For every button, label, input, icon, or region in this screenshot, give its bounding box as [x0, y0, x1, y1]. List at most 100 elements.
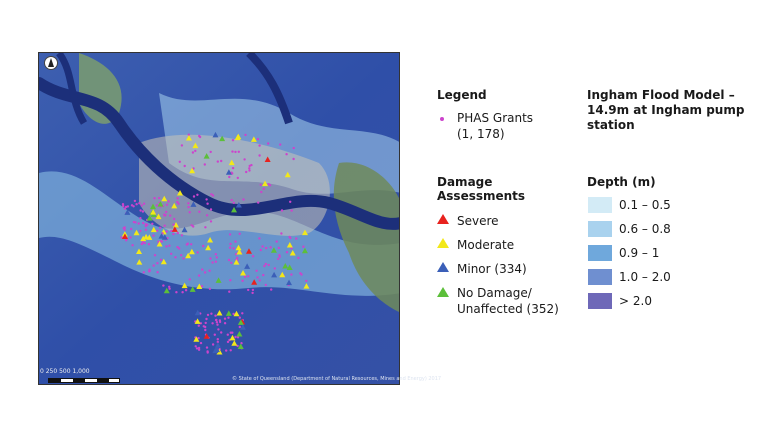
phas-grant-point [251, 288, 255, 292]
phas-grant-point [247, 275, 250, 278]
damage-assessment-point [235, 244, 242, 251]
phas-grant-point [258, 154, 261, 157]
phas-grant-point [192, 195, 196, 198]
phas-grant-point [214, 318, 218, 322]
depth-swatch-1 [588, 197, 612, 213]
phas-grant-point [168, 244, 171, 247]
phas-grant-point [192, 225, 195, 228]
phas-grant-point [259, 248, 262, 252]
phas-grant-point [232, 312, 235, 316]
phas-grant-point [205, 214, 209, 217]
phas-grant-point [187, 133, 190, 136]
phas-grant-point [305, 279, 308, 283]
phas-grant-point [139, 217, 142, 220]
phas-grant-point [269, 246, 272, 249]
phas-grant-point [176, 231, 179, 235]
phas-grant-point [186, 242, 189, 245]
phas-grant-point [210, 312, 213, 315]
phas-grants-count: (1, 178) [457, 127, 505, 141]
phas-grant-point [260, 190, 263, 194]
damage-assessment-point [237, 319, 244, 325]
damage-assessment-point [301, 229, 308, 236]
damage-assessment-point [185, 134, 192, 141]
phas-grant-point [231, 139, 235, 142]
damage-assessment-point [244, 263, 251, 269]
no-damage-triangle-icon [437, 287, 449, 297]
damage-assessment-point [286, 264, 293, 270]
damage-severe-label: Severe [457, 214, 499, 228]
phas-grant-point [258, 144, 261, 147]
damage-assessment-point [205, 244, 212, 251]
damage-assessment-point [229, 334, 236, 341]
map-river-main [39, 77, 399, 230]
phas-grant-point [197, 336, 200, 340]
phas-grant-point [181, 291, 184, 294]
phas-grant-point [259, 183, 262, 186]
phas-grant-point [137, 222, 140, 225]
phas-grant-point [167, 200, 170, 203]
phas-grant-point [156, 229, 159, 232]
phas-grant-point [208, 269, 211, 272]
phas-grant-point [263, 264, 266, 268]
damage-assessment-point [161, 195, 168, 202]
damage-assessment-point [177, 190, 184, 196]
phas-grant-point [214, 253, 217, 256]
phas-grant-point [230, 261, 233, 264]
damage-assessment-point [264, 156, 271, 163]
phas-grant-point [229, 349, 232, 352]
phas-grant-point [123, 228, 127, 231]
phas-grant-point [230, 198, 233, 202]
phas-grant-point [262, 273, 265, 277]
phas-grant-point [199, 322, 203, 325]
damage-assessment-point [239, 324, 246, 330]
phas-grant-point [290, 273, 293, 276]
phas-grant-point [243, 158, 246, 161]
phas-grant-point [244, 133, 247, 137]
damage-assessment-point [163, 287, 170, 294]
phas-grant-point [216, 338, 219, 341]
phas-grant-point [216, 160, 219, 163]
phas-grant-point [289, 236, 292, 240]
damage-assessment-point [250, 136, 257, 142]
damage-assessment-point [189, 286, 196, 292]
phas-grant-point [229, 242, 232, 246]
phas-grant-point [300, 273, 303, 276]
phas-grant-point [168, 287, 171, 290]
phas-grant-point [231, 166, 235, 170]
phas-grant-point [243, 275, 247, 278]
phas-grant-point [205, 198, 208, 201]
phas-grant-point [126, 205, 130, 208]
phas-grant-point [290, 209, 293, 212]
phas-grant-point [214, 260, 218, 263]
phas-grant-point [231, 150, 234, 153]
phas-grant-point [159, 258, 163, 261]
phas-grant-point [292, 146, 295, 150]
phas-grant-point [227, 316, 230, 319]
phas-grant-point [123, 207, 127, 210]
damage-assessment-point [185, 252, 192, 259]
damage-assessment-point [173, 222, 180, 228]
map-land-east [333, 162, 399, 312]
phas-grant-point [232, 247, 235, 250]
damage-assessment-point [303, 283, 310, 289]
phas-grant-point [153, 254, 157, 257]
phas-grant-point [197, 346, 201, 350]
depth-label-5: > 2.0 [619, 294, 652, 308]
phas-grant-point [124, 205, 128, 209]
phas-grant-point [245, 170, 248, 174]
damage-assessment-point [214, 342, 221, 348]
phas-grant-point [165, 230, 168, 233]
damage-assessment-point [251, 279, 258, 285]
phas-grant-point [278, 255, 281, 258]
severe-triangle-icon [437, 214, 449, 224]
model-title-line3: station [587, 118, 635, 132]
phas-grant-point [220, 331, 223, 334]
phas-grant-point [218, 319, 222, 322]
flood-map[interactable] [38, 52, 400, 385]
phas-grant-point [192, 167, 195, 170]
phas-grant-point [297, 256, 300, 260]
phas-grant-point [210, 193, 213, 196]
phas-grant-point [170, 252, 173, 255]
phas-grant-point [238, 316, 241, 319]
